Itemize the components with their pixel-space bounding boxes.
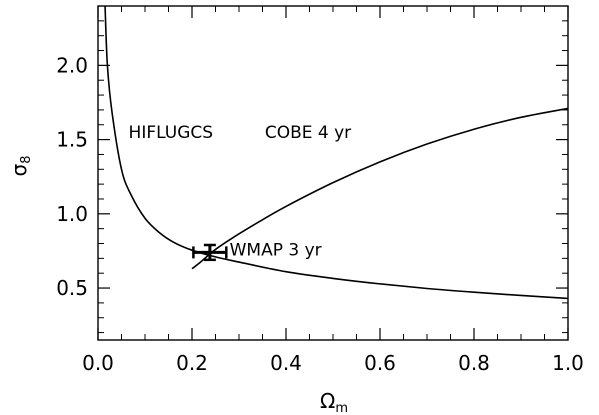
y-tick-label: 1.0 [56, 202, 88, 226]
series-lines [104, 6, 568, 300]
series-line-cobe-4-yr [191, 107, 568, 270]
plot-border [97, 5, 569, 341]
x-tick-label: 0.4 [270, 351, 302, 375]
x-axis-label: Ωm [320, 389, 348, 415]
x-tick-label: 0.2 [176, 351, 208, 375]
x-tick-label: 0.8 [458, 351, 490, 375]
series-line-hiflugcs [104, 6, 568, 300]
annotation-hiflugcs: HIFLUGCS [129, 123, 213, 143]
y-axis-label: σ8 [7, 156, 34, 177]
annotation-cobe-4-yr: COBE 4 yr [265, 123, 351, 143]
axis-ticks [97, 6, 569, 340]
y-tick-label: 1.5 [56, 128, 88, 152]
annotation-wmap-3-yr: WMAP 3 yr [230, 240, 322, 260]
x-tick-label: 0.6 [364, 351, 396, 375]
plot-frame [97, 5, 569, 341]
x-tick-label: 0.0 [82, 351, 114, 375]
data-points [192, 243, 228, 262]
y-tick-label: 0.5 [56, 276, 88, 300]
x-tick-label: 1.0 [552, 351, 584, 375]
tick-labels: 0.0 0.2 0.4 0.6 0.8 1.0 0.5 1.0 1.5 2.0 [56, 53, 584, 375]
annotations: HIFLUGCS COBE 4 yr WMAP 3 yr [129, 123, 352, 260]
y-tick-label: 2.0 [56, 53, 88, 77]
